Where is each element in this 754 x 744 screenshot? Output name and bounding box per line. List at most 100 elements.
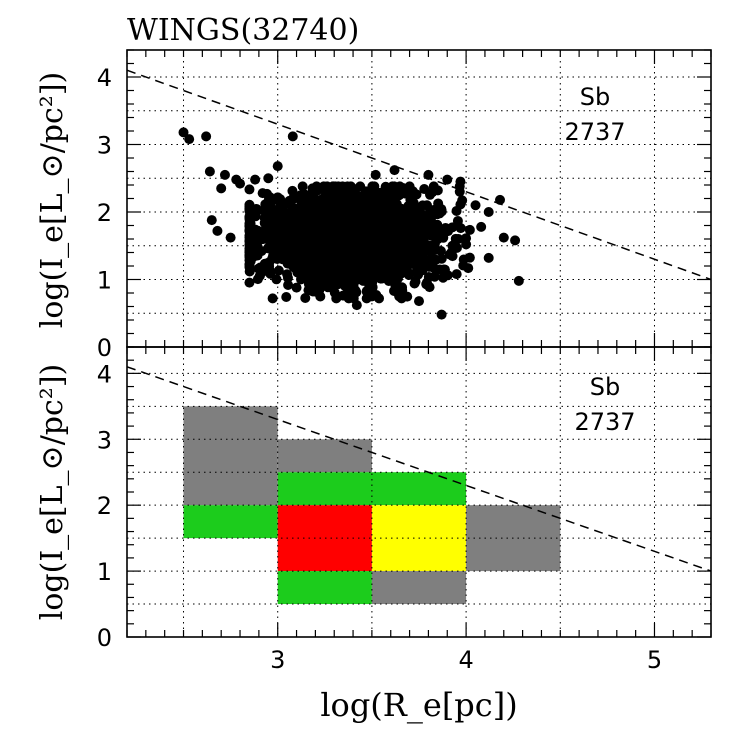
data-point xyxy=(382,200,393,211)
data-point xyxy=(463,263,474,274)
y-tick-label: 4 xyxy=(97,64,112,92)
data-point xyxy=(455,176,466,187)
data-point xyxy=(311,181,322,192)
data-point xyxy=(201,131,212,142)
data-point xyxy=(385,250,396,261)
data-point xyxy=(281,239,292,250)
data-point xyxy=(309,210,320,221)
data-point xyxy=(380,228,391,239)
data-point xyxy=(513,275,524,286)
y-tick-label: 1 xyxy=(97,267,112,295)
data-point xyxy=(305,225,316,236)
data-point xyxy=(316,228,327,239)
y-tick-label: 0 xyxy=(97,334,112,362)
heatmap-cell xyxy=(183,406,278,506)
data-point xyxy=(299,273,310,284)
data-point xyxy=(404,181,415,192)
data-point xyxy=(410,276,421,287)
data-point xyxy=(439,270,450,281)
data-point xyxy=(349,184,360,195)
data-point xyxy=(404,268,415,279)
data-point xyxy=(288,193,299,204)
data-point xyxy=(267,293,278,304)
data-point xyxy=(443,226,454,237)
top-y-tick-labels: 0 1 2 3 4 xyxy=(97,64,112,362)
data-point xyxy=(283,280,294,291)
data-point xyxy=(415,263,426,274)
data-point xyxy=(310,286,321,297)
data-point xyxy=(375,202,386,213)
data-point xyxy=(288,246,299,257)
data-point xyxy=(297,207,308,218)
data-point xyxy=(300,293,311,304)
data-point xyxy=(273,205,284,216)
data-point xyxy=(204,166,215,177)
data-point xyxy=(476,221,487,232)
y-tick-label: 0 xyxy=(97,624,112,652)
data-point xyxy=(206,215,217,226)
data-point xyxy=(455,223,466,234)
data-point xyxy=(429,239,440,250)
data-point xyxy=(250,174,261,185)
bottom-y-tick-labels: 0 1 2 3 4 xyxy=(97,360,112,652)
x-tick-label: 3 xyxy=(270,646,285,674)
data-point xyxy=(416,250,427,261)
data-point xyxy=(270,243,281,254)
heatmap-cell xyxy=(277,439,372,473)
data-point xyxy=(275,228,286,239)
data-point xyxy=(341,188,352,199)
data-point xyxy=(244,184,255,195)
data-point xyxy=(235,178,246,189)
data-point xyxy=(376,265,387,276)
data-point xyxy=(402,291,413,302)
data-point xyxy=(510,235,521,246)
data-point xyxy=(451,242,462,253)
data-point xyxy=(273,265,284,276)
data-point xyxy=(411,189,422,200)
data-point xyxy=(436,309,447,320)
data-point xyxy=(257,188,268,199)
y-tick-label: 2 xyxy=(97,199,112,227)
data-point xyxy=(358,196,369,207)
data-point xyxy=(291,282,302,293)
top-panel: Sb 2737 0 1 2 3 4 log(I_e[L_⊙/pc²]) xyxy=(35,49,712,362)
data-point xyxy=(272,161,283,172)
data-point xyxy=(381,239,392,250)
data-point xyxy=(432,185,443,196)
data-point xyxy=(376,249,387,260)
x-tick-label: 5 xyxy=(647,646,662,674)
data-point xyxy=(178,127,189,138)
x-axis-label: log(R_e[pc]) xyxy=(320,686,517,724)
data-point xyxy=(442,174,453,185)
data-point xyxy=(244,262,255,273)
data-point xyxy=(281,291,292,302)
data-point xyxy=(450,233,461,244)
data-point xyxy=(395,205,406,216)
data-point xyxy=(368,186,379,197)
data-point xyxy=(244,203,255,214)
data-point xyxy=(366,291,377,302)
scatter-points xyxy=(178,127,524,320)
data-point xyxy=(396,242,407,253)
bottom-grid xyxy=(127,347,711,637)
heatmap-cell xyxy=(277,505,372,572)
data-point xyxy=(321,280,332,291)
data-point xyxy=(339,220,350,231)
y-tick-label: 3 xyxy=(97,132,112,160)
data-point xyxy=(263,173,274,184)
heatmap-cell xyxy=(371,571,467,605)
data-point xyxy=(216,183,227,194)
data-point xyxy=(282,269,293,280)
data-point xyxy=(282,258,293,269)
data-point xyxy=(434,208,445,219)
bottom-annotation-type: Sb xyxy=(590,373,620,401)
data-point xyxy=(401,227,412,238)
data-point xyxy=(244,277,255,288)
data-point xyxy=(351,300,362,311)
data-point xyxy=(303,217,314,228)
data-point xyxy=(333,192,344,203)
data-point xyxy=(260,199,271,210)
bottom-reference-line xyxy=(127,366,711,572)
y-tick-label: 1 xyxy=(97,558,112,586)
chart-title: WINGS(32740) xyxy=(127,13,359,48)
